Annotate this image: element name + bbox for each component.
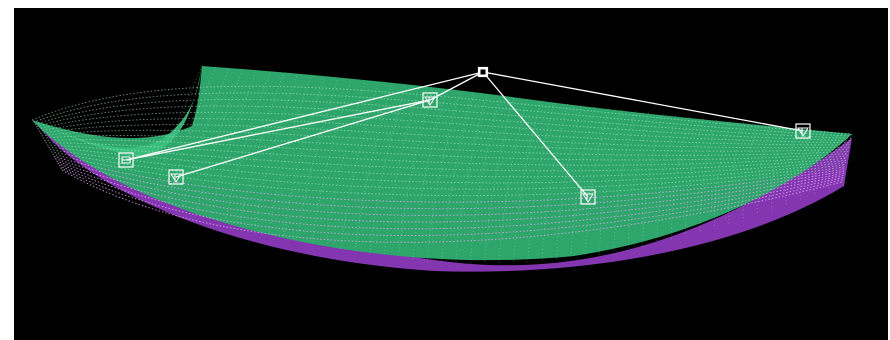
triangle-marker-icon [797, 127, 809, 137]
mesh-row-line [40, 124, 850, 149]
mesh-column-line [412, 91, 447, 261]
mesh-column-line [297, 80, 338, 240]
mesh-column-line [455, 95, 487, 264]
cable-hub-node-to-node-center-top [429, 71, 484, 101]
mesh-column-line [441, 94, 474, 263]
cable-hub-node-to-node-center-front [482, 71, 589, 198]
mesh-column-line [196, 70, 243, 212]
mesh-row-line [34, 99, 852, 139]
cable-hub-node-to-node-left-edge [125, 71, 484, 161]
mesh-column-line [340, 84, 379, 249]
mesh-column-line [813, 131, 826, 196]
mesh-row-line [33, 92, 852, 137]
mesh-row-line [55, 158, 845, 210]
mesh-column-line [556, 105, 582, 261]
square-marker-icon [121, 156, 131, 164]
mesh-column-line [841, 133, 853, 187]
mesh-column-line [397, 89, 433, 259]
cable-node-center-top-to-node-left-edge [125, 99, 431, 161]
rig-cables [125, 71, 804, 198]
mesh-row-line [50, 151, 846, 190]
mesh-column-line [728, 122, 745, 225]
triangle-marker-icon [582, 193, 594, 203]
mesh-column-line [484, 98, 514, 265]
mesh-row-line [37, 111, 851, 144]
mesh-column-line [756, 125, 772, 216]
3d-viewport[interactable] [14, 8, 888, 340]
mesh-column-line [512, 101, 541, 264]
mesh-column-line [656, 115, 677, 244]
triangle-marker-icon [424, 96, 436, 106]
node-frame [422, 92, 438, 108]
mesh-column-line [584, 108, 609, 258]
shell-underside [32, 120, 852, 272]
mesh-column-line [742, 123, 758, 220]
mesh-column-line [671, 116, 690, 240]
node-left-inner[interactable] [168, 169, 184, 185]
mesh-column-line [153, 65, 203, 199]
mesh-row-line [53, 155, 845, 203]
node-center-top[interactable] [422, 92, 438, 108]
node-frame [795, 123, 811, 139]
mesh-column-line [799, 129, 812, 201]
mesh-column-line [311, 81, 352, 243]
node-center-front[interactable] [580, 189, 596, 205]
mesh-row-line [60, 167, 843, 236]
node-frame [118, 152, 134, 168]
mesh-row-line [45, 142, 848, 166]
node-left-edge[interactable] [118, 152, 134, 168]
rig-nodes [118, 66, 811, 205]
node-frame [168, 169, 184, 185]
mesh-column-line [685, 118, 704, 237]
mesh-row-line [44, 139, 848, 161]
mesh-column-line [469, 97, 501, 264]
cable-node-center-top-to-node-left-inner [175, 99, 431, 178]
mesh-row-line [48, 146, 847, 178]
mesh-row-line [57, 162, 844, 223]
shell-top [32, 66, 852, 261]
mesh-column-line [383, 88, 420, 257]
mesh-column-line [827, 132, 839, 192]
cable-hub-node-to-node-right-edge [482, 71, 804, 132]
mesh-row-line [46, 144, 848, 172]
mesh-column-line [426, 92, 460, 262]
mesh-column-line [167, 67, 216, 203]
mesh-row-line [31, 85, 853, 135]
mesh-column-line [498, 99, 528, 265]
triangle-marker-icon [170, 173, 182, 183]
mesh-column-line [239, 74, 284, 225]
mesh-row-line [52, 153, 846, 197]
mesh-row-line [56, 160, 844, 216]
hub-node[interactable] [477, 66, 489, 78]
square-marker-icon [480, 69, 486, 75]
mesh-row-line [38, 118, 850, 146]
mesh-scene [14, 8, 888, 340]
mesh-row-line [61, 169, 843, 243]
node-right-edge[interactable] [795, 123, 811, 139]
mesh-row-line [41, 129, 849, 152]
mesh-column-line [326, 82, 365, 246]
mesh-column-line [613, 111, 636, 253]
node-frame [580, 189, 596, 205]
mesh-column-line [369, 87, 406, 255]
mesh-column-line [713, 121, 731, 229]
mesh-column-line [268, 77, 311, 233]
